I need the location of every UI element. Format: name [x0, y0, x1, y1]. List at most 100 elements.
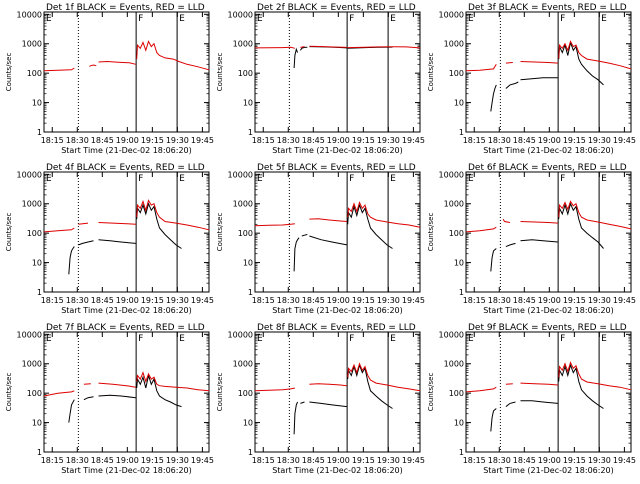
x-tick-label: 19:15	[563, 296, 586, 305]
region-label: F	[138, 334, 143, 344]
x-tick-label: 19:15	[352, 136, 375, 145]
y-tick-label: 100	[449, 389, 464, 398]
y-axis-label: Counts/sec	[216, 213, 224, 252]
x-tick-label: 19:00	[116, 136, 139, 145]
region-label: F	[349, 14, 354, 24]
y-tick-label: 10000	[17, 10, 42, 19]
plot-frame	[254, 331, 421, 453]
x-axis-label: Start Time (21-Dec-02 18:06:20)	[272, 146, 403, 155]
x-tick-label: 18:15	[252, 456, 275, 465]
series-events-line	[68, 202, 182, 275]
region-label: E	[390, 174, 396, 184]
x-tick-label: 18:15	[463, 456, 486, 465]
region-label: E	[257, 14, 263, 24]
y-tick-label: 1000	[233, 360, 253, 369]
region-label: E	[46, 174, 52, 184]
x-tick-label: 19:00	[538, 456, 561, 465]
x-tick-label: 18:45	[302, 136, 325, 145]
y-tick-label: 1	[459, 288, 464, 297]
region-label: E	[468, 334, 474, 344]
x-tick-label: 18:30	[488, 296, 511, 305]
series-events-line	[293, 363, 393, 435]
x-tick-label: 19:30	[166, 296, 189, 305]
y-tick-label: 10000	[228, 10, 253, 19]
x-tick-label: 19:15	[141, 136, 164, 145]
region-label: F	[138, 14, 143, 24]
x-tick-label: 19:30	[166, 136, 189, 145]
x-tick-label: 18:45	[513, 136, 536, 145]
y-tick-label: 1	[248, 288, 253, 297]
x-axis-label: Start Time (21-Dec-02 18:06:20)	[483, 306, 614, 315]
x-tick-label: 18:30	[277, 456, 300, 465]
y-tick-label: 1000	[444, 200, 464, 209]
x-tick-label: 18:45	[91, 456, 114, 465]
plot-frame	[43, 171, 210, 293]
x-tick-label: 18:15	[463, 136, 486, 145]
region-label: E	[179, 14, 185, 24]
x-tick-label: 19:30	[377, 456, 400, 465]
x-tick-label: 19:15	[352, 296, 375, 305]
x-tick-label: 19:15	[563, 136, 586, 145]
y-tick-label: 1000	[22, 360, 42, 369]
region-label: F	[560, 334, 565, 344]
x-tick-label: 19:30	[588, 456, 611, 465]
series-events-line	[293, 203, 393, 272]
x-tick-label: 18:15	[252, 136, 275, 145]
region-label: E	[179, 174, 185, 184]
x-tick-label: 19:45	[402, 456, 425, 465]
x-tick-label: 19:30	[377, 136, 400, 145]
series-lld-line	[254, 201, 421, 228]
x-tick-label: 19:45	[191, 296, 214, 305]
x-tick-label: 19:30	[588, 296, 611, 305]
region-label: E	[390, 14, 396, 24]
chart-title: Det 8f BLACK = Events, RED = LLD	[257, 323, 416, 333]
x-tick-label: 19:45	[402, 296, 425, 305]
y-tick-label: 100	[449, 69, 464, 78]
x-tick-label: 19:00	[116, 296, 139, 305]
y-tick-label: 1	[459, 448, 464, 457]
region-label: E	[46, 14, 52, 24]
region-label: E	[46, 334, 52, 344]
plot-frame	[254, 171, 421, 293]
x-tick-label: 18:30	[277, 136, 300, 145]
y-axis-label: Counts/sec	[5, 373, 13, 412]
region-label: E	[468, 174, 474, 184]
y-tick-label: 1000	[444, 40, 464, 49]
series-lld-line	[43, 199, 210, 233]
x-tick-label: 19:00	[327, 456, 350, 465]
x-tick-label: 19:15	[141, 296, 164, 305]
y-tick-label: 10000	[439, 10, 464, 19]
x-tick-label: 19:15	[352, 456, 375, 465]
y-tick-label: 100	[27, 69, 42, 78]
x-axis-label: Start Time (21-Dec-02 18:06:20)	[272, 466, 403, 475]
x-axis-label: Start Time (21-Dec-02 18:06:20)	[483, 146, 614, 155]
y-tick-label: 100	[449, 229, 464, 238]
plot-frame	[43, 331, 210, 453]
y-tick-label: 100	[238, 229, 253, 238]
x-axis-label: Start Time (21-Dec-02 18:06:20)	[61, 306, 192, 315]
x-axis-label: Start Time (21-Dec-02 18:06:20)	[483, 466, 614, 475]
region-label: F	[560, 14, 565, 24]
chart-title: Det 6f BLACK = Events, RED = LLD	[468, 163, 627, 173]
y-tick-label: 10	[243, 419, 253, 428]
y-axis-label: Counts/sec	[427, 213, 435, 252]
y-tick-label: 1	[37, 288, 42, 297]
y-tick-label: 10000	[228, 170, 253, 179]
series-lld-line	[254, 45, 421, 49]
x-tick-label: 19:00	[327, 296, 350, 305]
y-axis-label: Counts/sec	[5, 213, 13, 252]
x-tick-label: 19:45	[402, 136, 425, 145]
x-tick-label: 18:45	[91, 136, 114, 145]
y-tick-label: 1	[37, 448, 42, 457]
plot-frame	[43, 11, 210, 133]
x-tick-label: 18:30	[66, 456, 89, 465]
region-label: E	[257, 174, 263, 184]
y-axis-label: Counts/sec	[427, 53, 435, 92]
x-tick-label: 18:15	[41, 296, 64, 305]
series-events-line	[293, 46, 393, 69]
x-tick-label: 18:30	[277, 296, 300, 305]
